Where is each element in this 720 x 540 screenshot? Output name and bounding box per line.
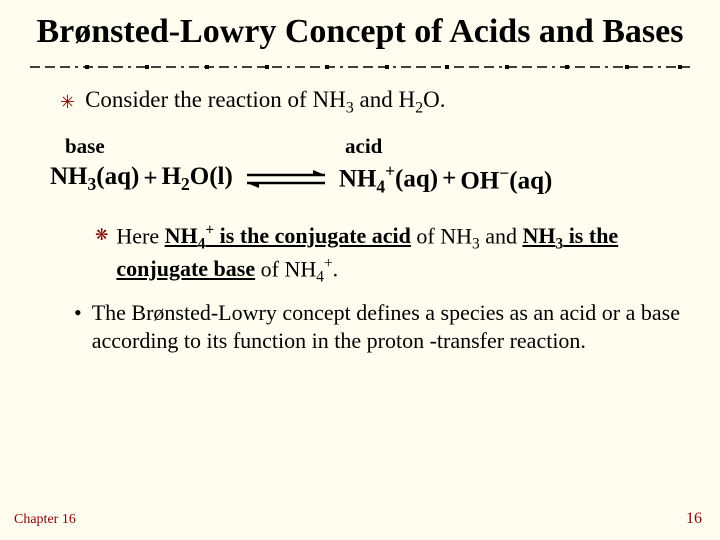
title-divider [30, 65, 690, 69]
label-acid: acid [345, 134, 382, 159]
slide-title: Brønsted-Lowry Concept of Acids and Base… [0, 0, 720, 59]
footer-page-number: 16 [686, 510, 702, 528]
reaction-equation: NH3(aq) + H2O(l) NH4+(aq) + OH−(aq) [0, 161, 720, 197]
dot-icon: • [74, 299, 82, 327]
reaction-labels: base acid [0, 134, 720, 159]
equilibrium-arrow-icon [241, 166, 331, 192]
rosette-icon: ❋ [95, 226, 108, 246]
bullet-consider: ✳ Consider the reaction of NH3 and H2O. [0, 87, 720, 118]
star-icon: ✳ [60, 92, 75, 113]
label-base: base [65, 134, 345, 159]
footer-chapter: Chapter 16 [14, 512, 76, 528]
bullet-definition-text: The Brønsted-Lowry concept defines a spe… [92, 299, 680, 355]
bullet-consider-text: Consider the reaction of NH3 and H2O. [85, 87, 445, 118]
bullet-conjugate-text: Here NH4+ is the conjugate acid of NH3 a… [116, 221, 680, 287]
bullet-definition: • The Brønsted-Lowry concept defines a s… [0, 299, 720, 355]
bullet-conjugate: ❋ Here NH4+ is the conjugate acid of NH3… [0, 221, 720, 287]
